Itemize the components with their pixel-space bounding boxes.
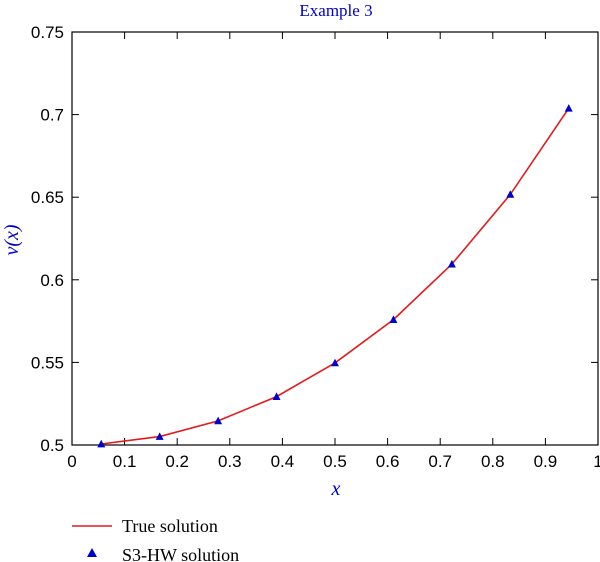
data-point-s3-hw: [155, 432, 164, 440]
x-tick-label: 0.5: [323, 452, 347, 471]
x-tick-label: 0.2: [165, 452, 189, 471]
axis-tick-labels: 0 0.1 0.2 0.3 0.4 0.5 0.6 0.7 0.8 0.9 1 0.5 0.55 0.6 0…: [31, 23, 600, 471]
series-line-true-solution: [101, 107, 570, 445]
data-point-s3-hw: [214, 416, 223, 425]
legend: True solution S3-HW solution: [72, 516, 239, 562]
legend-label-s3-hw-solution: S3-HW solution: [122, 545, 239, 562]
x-axis-label: x: [331, 478, 341, 500]
data-point-s3-hw: [331, 358, 339, 367]
y-axis-label: v(x): [1, 224, 23, 255]
x-tick-label: 1: [593, 452, 600, 471]
x-tick-label: 0.3: [218, 452, 242, 471]
axis-ticks: [71, 31, 599, 446]
x-tick-label: 0: [67, 452, 76, 471]
x-tick-label: 0.7: [428, 452, 452, 471]
legend-label-true-solution: True solution: [122, 516, 218, 536]
x-tick-label: 0.9: [534, 452, 558, 471]
data-point-s3-hw: [97, 439, 106, 448]
x-tick-label: 0.4: [271, 452, 295, 471]
data-point-s3-hw: [506, 190, 515, 198]
series-layer: [97, 104, 573, 448]
legend-swatch-s3-hw-solution: [87, 548, 97, 557]
y-tick-label: 0.5: [40, 436, 64, 455]
data-point-s3-hw: [272, 392, 281, 400]
x-tick-label: 0.6: [376, 452, 400, 471]
chart-title: Example 3: [299, 1, 372, 20]
y-tick-label: 0.7: [40, 106, 64, 125]
data-point-s3-hw: [389, 315, 398, 323]
plot-frame: [71, 31, 599, 446]
y-tick-label: 0.75: [31, 23, 64, 42]
data-point-s3-hw: [447, 259, 456, 268]
x-tick-label: 0.1: [113, 452, 137, 471]
y-tick-label: 0.55: [31, 353, 64, 372]
y-tick-label: 0.65: [31, 188, 64, 207]
y-tick-label: 0.6: [40, 271, 64, 290]
x-tick-label: 0.8: [481, 452, 505, 471]
data-point-s3-hw: [564, 104, 573, 112]
